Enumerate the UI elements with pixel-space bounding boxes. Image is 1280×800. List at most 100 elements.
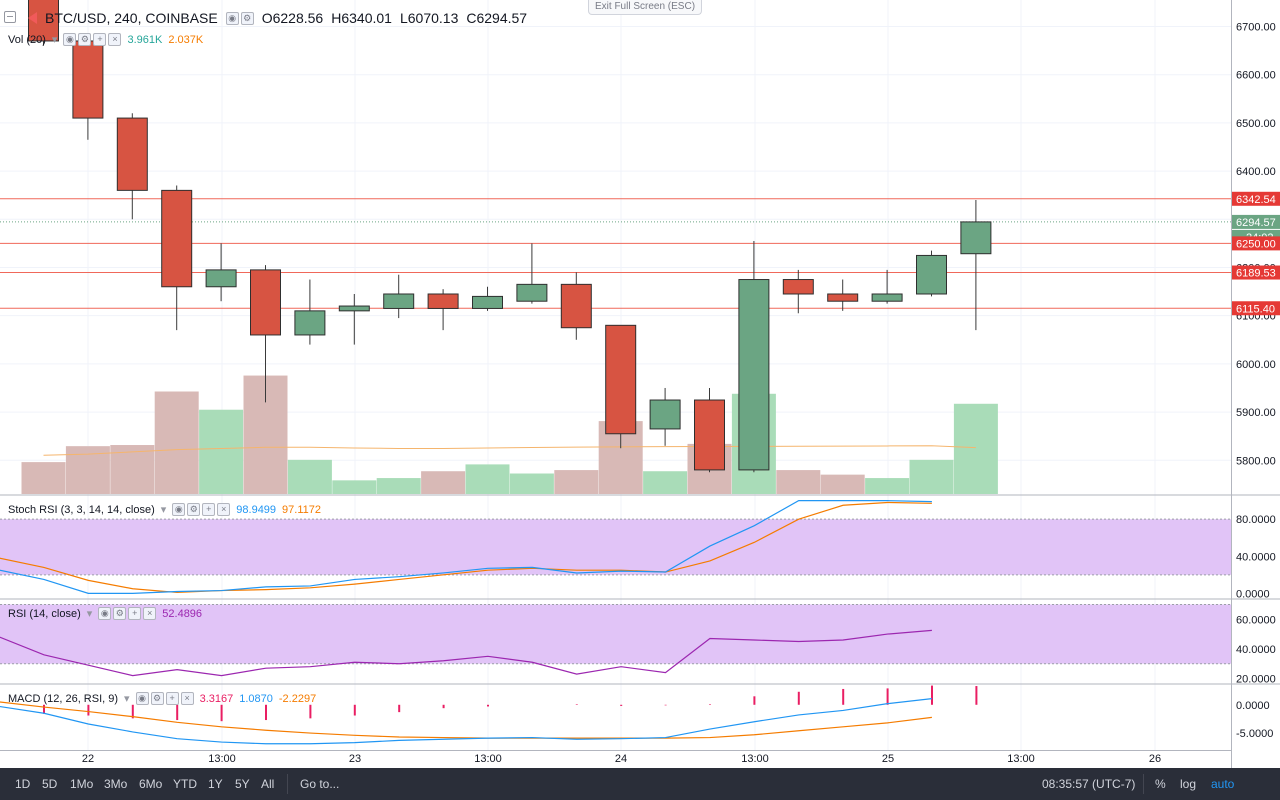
price-tag-bg <box>1232 191 1280 206</box>
price-tag: 6189.53 <box>1236 268 1276 280</box>
range-5y[interactable]: 5Y <box>235 777 250 791</box>
stoch-rsi-legend: Stoch RSI (3, 3, 14, 14, close) ▾ ◉ ⚙ + … <box>8 503 321 516</box>
goto-button[interactable]: Go to... <box>300 777 340 791</box>
close-icon[interactable]: × <box>180 692 194 705</box>
range-6mo[interactable]: 6Mo <box>139 777 163 791</box>
volume-bar <box>909 459 954 494</box>
range-ytd[interactable]: YTD <box>173 777 197 791</box>
time-axis-tick: 23 <box>349 753 361 765</box>
volume-legend: Vol (20) ▾ ◉ ⚙ + × 3.961K 2.037K <box>0 33 203 46</box>
clock-readout[interactable]: 08:35:57 (UTC-7) <box>1042 777 1136 791</box>
rsi-legend: RSI (14, close) ▾ ◉ ⚙ + × 52.4896 <box>8 607 202 620</box>
close-icon[interactable]: × <box>217 503 231 516</box>
settings-icon[interactable]: ⚙ <box>78 33 92 46</box>
stoch-rsi-legend-buttons: ◉ ⚙ + × <box>172 503 231 516</box>
chevron-down-icon[interactable]: ▾ <box>51 34 58 46</box>
log-toggle[interactable]: log <box>1180 777 1197 791</box>
rsi-value: 52.4896 <box>162 607 203 620</box>
volume-bar <box>776 470 821 494</box>
rsi-band <box>0 604 1231 664</box>
exit-fullscreen-button[interactable]: Exit Full Screen (ESC) <box>588 0 703 15</box>
legend-buttons: ◉ ⚙ <box>225 11 254 25</box>
main-legend: BTC/USD, 240, COINBASE ◉ ⚙ O6228.56 H634… <box>4 10 527 26</box>
volume-bar <box>643 471 688 494</box>
percent-toggle[interactable]: % <box>1155 777 1166 791</box>
time-axis-tick: 24 <box>615 753 627 765</box>
price-axis-tick: 5900.00 <box>1236 407 1276 419</box>
volume-label: Vol (20) <box>8 33 46 46</box>
plus-icon[interactable]: + <box>93 33 107 46</box>
last-price-tag-bg <box>1232 214 1280 229</box>
price-tag: 6250.00 <box>1236 238 1276 250</box>
candle-up <box>960 221 992 255</box>
time-axis-tick: 25 <box>882 753 894 765</box>
macd-legend-buttons: ◉ ⚙ + × <box>135 692 194 705</box>
candle-down <box>694 399 725 471</box>
chevron-down-icon[interactable]: ▾ <box>160 504 167 516</box>
rsi-axis-tick: 60.0000 <box>1236 614 1276 626</box>
plus-icon[interactable]: + <box>128 607 142 620</box>
auto-toggle[interactable]: auto <box>1211 777 1235 791</box>
candle-up <box>383 293 415 309</box>
price-tag-bg <box>1232 301 1280 316</box>
volume-bar <box>953 403 998 494</box>
price-tag-bg <box>1232 236 1280 251</box>
toolbar-divider <box>287 774 288 794</box>
candle-up <box>338 305 370 312</box>
range-1mo[interactable]: 1Mo <box>70 777 94 791</box>
stoch-axis-tick: 80.0000 <box>1236 514 1276 526</box>
macd-label: MACD (12, 26, RSI, 9) <box>8 692 119 705</box>
candle-up <box>472 295 503 309</box>
candle-up <box>738 279 770 471</box>
toolbar-divider <box>1143 774 1144 794</box>
collapse-legend-button[interactable] <box>4 11 20 25</box>
close-icon[interactable]: × <box>143 607 157 620</box>
ohlc-open: O6228.56 <box>261 10 324 26</box>
plus-icon[interactable]: + <box>202 503 216 516</box>
eye-icon[interactable]: ◉ <box>98 607 112 620</box>
price-axis-tick: 6700.00 <box>1236 22 1276 34</box>
macd-line-value: 1.0870 <box>239 692 273 705</box>
settings-icon[interactable]: ⚙ <box>150 692 164 705</box>
symbol-title: BTC/USD, 240, COINBASE <box>45 10 218 26</box>
candle-down <box>250 269 281 336</box>
chart-canvas[interactable]: 6700.006600.006500.006400.006300.006200.… <box>0 0 1280 768</box>
price-axis-tick: 6500.00 <box>1236 118 1276 130</box>
ohlc-close: C6294.57 <box>466 10 528 26</box>
volume-ma-line <box>43 445 976 456</box>
candle-up <box>871 293 903 302</box>
settings-icon[interactable]: ⚙ <box>240 11 254 25</box>
volume-bar <box>820 474 865 494</box>
settings-icon[interactable]: ⚙ <box>187 503 201 516</box>
eye-icon[interactable]: ◉ <box>225 11 239 25</box>
volume-bar <box>199 409 244 494</box>
time-axis-tick: 13:00 <box>1007 753 1035 765</box>
macd-axis-tick: 0.0000 <box>1236 700 1270 712</box>
range-1y[interactable]: 1Y <box>208 777 223 791</box>
eye-icon[interactable]: ◉ <box>135 692 149 705</box>
stoch-k-value: 98.9499 <box>236 503 277 516</box>
candle-down <box>72 40 104 119</box>
range-5d[interactable]: 5D <box>42 777 58 791</box>
macd-hist-value: 3.3167 <box>199 692 234 705</box>
volume-ma-value: 2.037K <box>168 33 204 46</box>
candle-down <box>827 293 859 302</box>
chevron-down-icon[interactable]: ▾ <box>124 693 130 705</box>
volume-bar <box>509 473 554 494</box>
price-axis-tick: 6600.00 <box>1236 70 1276 82</box>
settings-icon[interactable]: ⚙ <box>113 607 127 620</box>
price-tag: 6342.54 <box>1236 194 1276 206</box>
eye-icon[interactable]: ◉ <box>172 503 186 516</box>
range-3mo[interactable]: 3Mo <box>104 777 128 791</box>
rsi-axis-tick: 20.0000 <box>1236 674 1276 686</box>
close-icon[interactable]: × <box>108 33 122 46</box>
range-1d[interactable]: 1D <box>15 777 31 791</box>
volume-bar <box>376 478 421 494</box>
symbol-flag-icon <box>28 12 37 24</box>
plus-icon[interactable]: + <box>165 692 179 705</box>
volume-bar <box>421 471 466 494</box>
range-all[interactable]: All <box>261 777 275 791</box>
chevron-down-icon[interactable]: ▾ <box>86 608 93 620</box>
eye-icon[interactable]: ◉ <box>63 33 77 46</box>
volume-bar <box>154 391 199 494</box>
